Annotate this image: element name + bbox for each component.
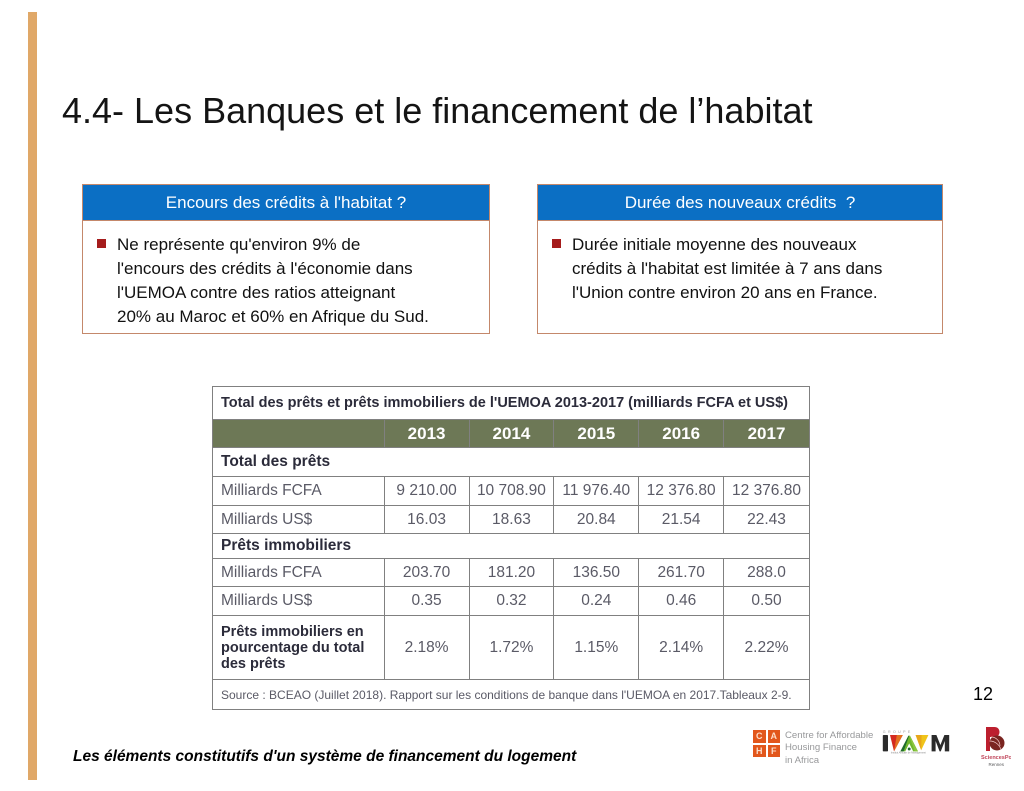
svg-text:Rennes: Rennes [989,762,1005,767]
svg-text:GROUPE: GROUPE [883,730,913,734]
svg-text:Institut Africain de Managemen: Institut Africain de Management [891,752,926,754]
svg-text:SciencesPo: SciencesPo [981,755,1011,761]
